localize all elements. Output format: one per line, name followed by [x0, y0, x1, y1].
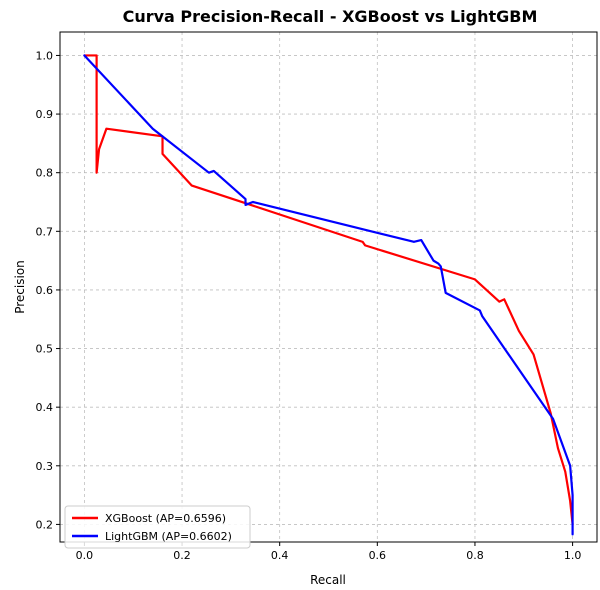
plot-frame — [59, 31, 598, 543]
legend-box — [64, 505, 251, 549]
legend: XGBoost (AP=0.6596) LightGBM (AP=0.6602) — [64, 505, 251, 549]
y-tick-label: 0.8 — [36, 167, 54, 180]
grid-layer — [60, 32, 597, 542]
x-tick-label: 0.8 — [466, 549, 484, 562]
series-layer — [83, 54, 574, 536]
x-tick-label: 0.2 — [173, 549, 191, 562]
lightgbm-pr-line — [83, 54, 574, 536]
y-tick-label: 0.9 — [36, 108, 54, 121]
legend-label-xgboost: XGBoost (AP=0.6596) — [105, 512, 226, 525]
y-tick-label: 0.3 — [36, 460, 54, 473]
legend-label-lightgbm: LightGBM (AP=0.6602) — [105, 530, 232, 543]
xgboost-pr-line — [83, 54, 574, 526]
x-tick-label: 0.6 — [369, 549, 387, 562]
x-tick-label: 1.0 — [564, 549, 582, 562]
x-tick-label: 0.0 — [76, 549, 94, 562]
y-tick-label: 0.2 — [36, 518, 54, 531]
x-axis-label: Recall — [310, 573, 346, 587]
y-tick-label: 1.0 — [36, 49, 54, 62]
chart-title: Curva Precision-Recall - XGBoost vs Ligh… — [123, 7, 538, 26]
y-tick-label: 0.4 — [36, 401, 54, 414]
tick-layer: 0.0 0.2 0.4 0.6 0.8 1.0 0.2 0.3 0.4 0.5 0.6 0.7 0.8 0… — [36, 49, 582, 562]
x-tick-label: 0.4 — [271, 549, 289, 562]
y-tick-label: 0.5 — [36, 343, 54, 356]
y-tick-label: 0.6 — [36, 284, 54, 297]
y-axis-label: Precision — [13, 260, 27, 314]
y-tick-label: 0.7 — [36, 225, 54, 238]
